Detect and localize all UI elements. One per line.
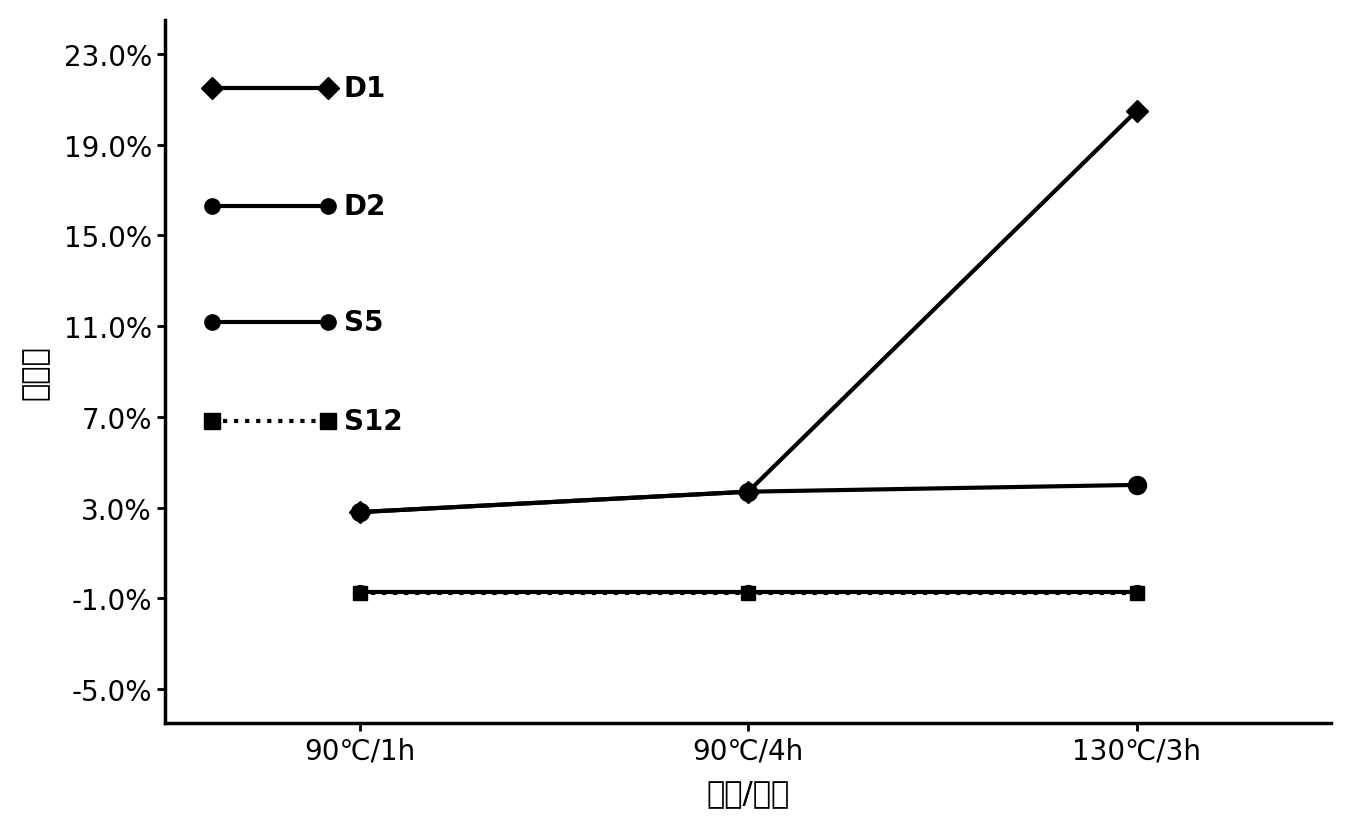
Y-axis label: 收缩率: 收缩率 bbox=[20, 344, 50, 399]
Text: S5: S5 bbox=[343, 308, 384, 336]
Text: D1: D1 bbox=[343, 75, 387, 103]
Text: S12: S12 bbox=[343, 408, 403, 436]
Text: D2: D2 bbox=[343, 193, 387, 220]
X-axis label: 温度/时间: 温度/时间 bbox=[707, 778, 790, 807]
